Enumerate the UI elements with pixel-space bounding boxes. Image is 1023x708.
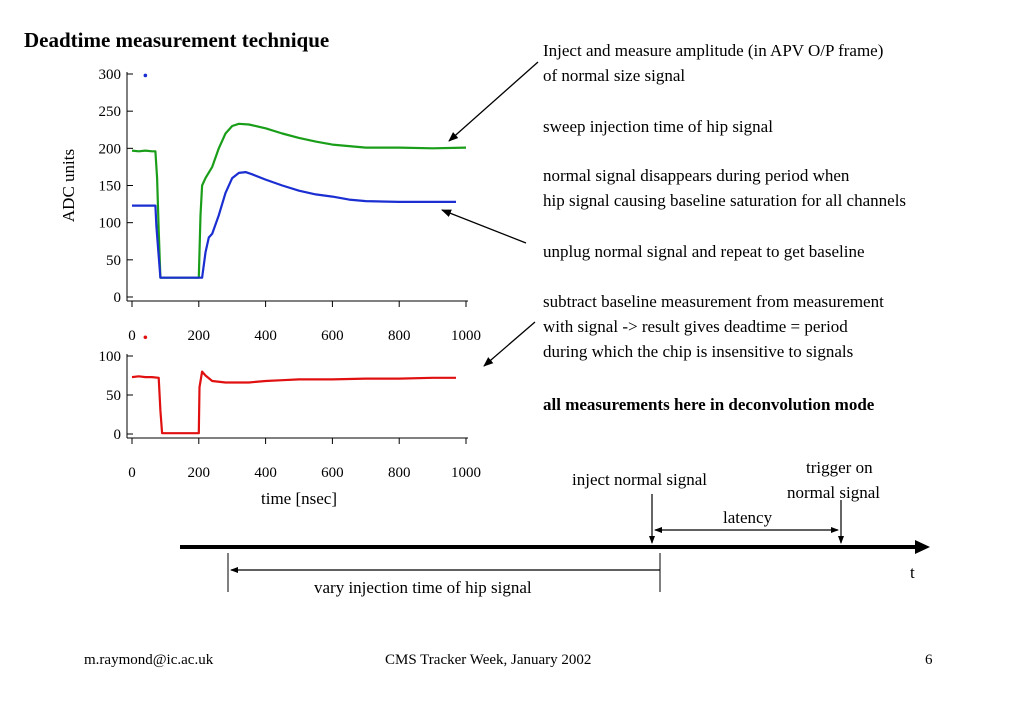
chart1-ytick-label: 200 — [99, 141, 122, 157]
note-2: sweep injection time of hip signal — [543, 114, 773, 139]
note-1-line-1: Inject and measure amplitude (in APV O/P… — [543, 41, 884, 60]
chart1-series-2-line — [132, 171, 456, 279]
latency-label: latency — [723, 508, 773, 527]
chart2-marker-1 — [143, 335, 148, 340]
chart1-ytick-label: 250 — [99, 104, 122, 120]
note-3: normal signal disappears during period w… — [543, 163, 906, 213]
chart2-xtick-label: 600 — [321, 465, 344, 481]
note-5-line-2: with signal -> result gives deadtime = p… — [543, 317, 848, 336]
inject-label: inject normal signal — [572, 470, 708, 489]
footer-page-number: 6 — [925, 652, 933, 668]
chart1-ytick-label: 50 — [106, 253, 121, 269]
slide-title: Deadtime measurement technique — [24, 28, 330, 52]
callout-arrow-blue — [441, 209, 527, 244]
note-4: unplug normal signal and repeat to get b… — [543, 239, 865, 264]
chart1-xtick-label: 0 — [128, 328, 136, 344]
note-1: Inject and measure amplitude (in APV O/P… — [543, 38, 883, 88]
note-5-line-3: during which the chip is insensitive to … — [543, 342, 854, 361]
chart1-xtick-label: 400 — [254, 328, 277, 344]
chart1-xtick-label: 600 — [321, 328, 344, 344]
chart2-xtick-label: 200 — [188, 465, 211, 481]
callout-arrow-red — [483, 321, 536, 367]
chart2-series-1-line — [131, 370, 456, 435]
chart1-series-1-line — [131, 122, 467, 279]
chart2-x-axis-label: time [nsec] — [261, 489, 337, 508]
note-5-line-1: subtract baseline measurement from measu… — [543, 292, 884, 311]
callout-arrow-green — [448, 61, 539, 142]
vary-label: vary injection time of hip signal — [314, 578, 532, 597]
chart1-ytick-label: 300 — [99, 67, 122, 83]
timeline-arrowhead — [915, 540, 930, 554]
trigger-label-line2: normal signal — [787, 483, 881, 502]
chart2-ytick-label: 100 — [99, 349, 122, 365]
chart2-xtick-label: 400 — [254, 465, 277, 481]
note-5: subtract baseline measurement from measu… — [543, 289, 884, 364]
note-3-line-1: normal signal disappears during period w… — [543, 166, 850, 185]
chart2-xtick-label: 1000 — [451, 465, 481, 481]
note-6-line-1: all measurements here in deconvolution m… — [543, 395, 875, 414]
chart1-ytick-label: 150 — [99, 179, 122, 195]
chart2-ytick-label: 50 — [106, 388, 121, 404]
chart1-marker-1 — [143, 73, 148, 78]
chart1-xtick-label: 200 — [188, 328, 211, 344]
chart2-xtick-label: 800 — [388, 465, 411, 481]
note-4-line-1: unplug normal signal and repeat to get b… — [543, 242, 865, 261]
time-axis-label: t — [910, 563, 915, 582]
note-1-line-2: of normal size signal — [543, 66, 686, 85]
chart1-ytick-label: 100 — [99, 216, 122, 232]
footer-event: CMS Tracker Week, January 2002 — [385, 652, 592, 668]
chart2-xtick-label: 0 — [128, 465, 136, 481]
chart1-y-axis-label: ADC units — [59, 149, 78, 222]
note-3-line-2: hip signal causing baseline saturation f… — [543, 191, 907, 210]
chart1-ytick-label: 0 — [114, 290, 122, 306]
note-6: all measurements here in deconvolution m… — [543, 392, 874, 417]
chart2-ytick-label: 0 — [114, 427, 122, 443]
chart1-xtick-label: 1000 — [451, 328, 481, 344]
trigger-label-line1: trigger on — [806, 458, 873, 477]
note-2-line-1: sweep injection time of hip signal — [543, 117, 773, 136]
chart1-xtick-label: 800 — [388, 328, 411, 344]
footer-email: m.raymond@ic.ac.uk — [84, 652, 214, 668]
